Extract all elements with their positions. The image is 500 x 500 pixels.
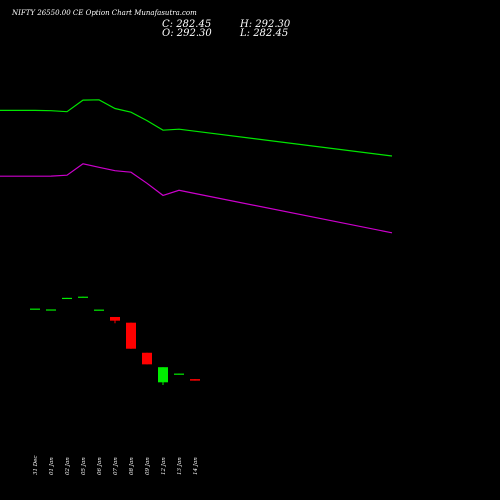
x-tick-label: 09 Jan <box>145 457 151 475</box>
x-tick-label: 13 Jan <box>177 457 183 475</box>
candle-body <box>46 309 56 311</box>
x-tick-label: 31 Dec <box>33 456 39 476</box>
candle-body <box>158 367 168 383</box>
x-tick-label: 05 Jan <box>81 457 87 475</box>
x-tick-label: 08 Jan <box>129 457 135 475</box>
high-value: H: 292.30 <box>240 19 291 30</box>
open-value: O: 292.30 <box>162 28 212 39</box>
candle-body <box>126 322 136 349</box>
x-tick-label: 14 Jan <box>193 457 199 475</box>
candle-body <box>78 296 88 298</box>
candle-body <box>110 316 120 321</box>
candle-body <box>94 309 104 311</box>
low-value: L: 282.45 <box>240 28 289 39</box>
x-tick-label: 01 Jan <box>49 457 55 475</box>
lower-band-line <box>0 163 393 234</box>
x-tick-label: 02 Jan <box>65 457 71 475</box>
upper-band-line <box>0 99 393 157</box>
candle-body <box>62 297 72 300</box>
x-tick-label: 06 Jan <box>97 457 103 475</box>
x-tick-label: 12 Jan <box>161 457 167 475</box>
x-tick-label: 07 Jan <box>113 457 119 475</box>
candle-body <box>190 379 200 381</box>
candle-body <box>142 352 152 365</box>
chart-title: NIFTY 26550.00 CE Option Chart Munafasut… <box>12 9 197 17</box>
candle-body <box>174 373 184 375</box>
close-value: C: 282.45 <box>162 19 212 30</box>
candle-body <box>30 308 40 310</box>
